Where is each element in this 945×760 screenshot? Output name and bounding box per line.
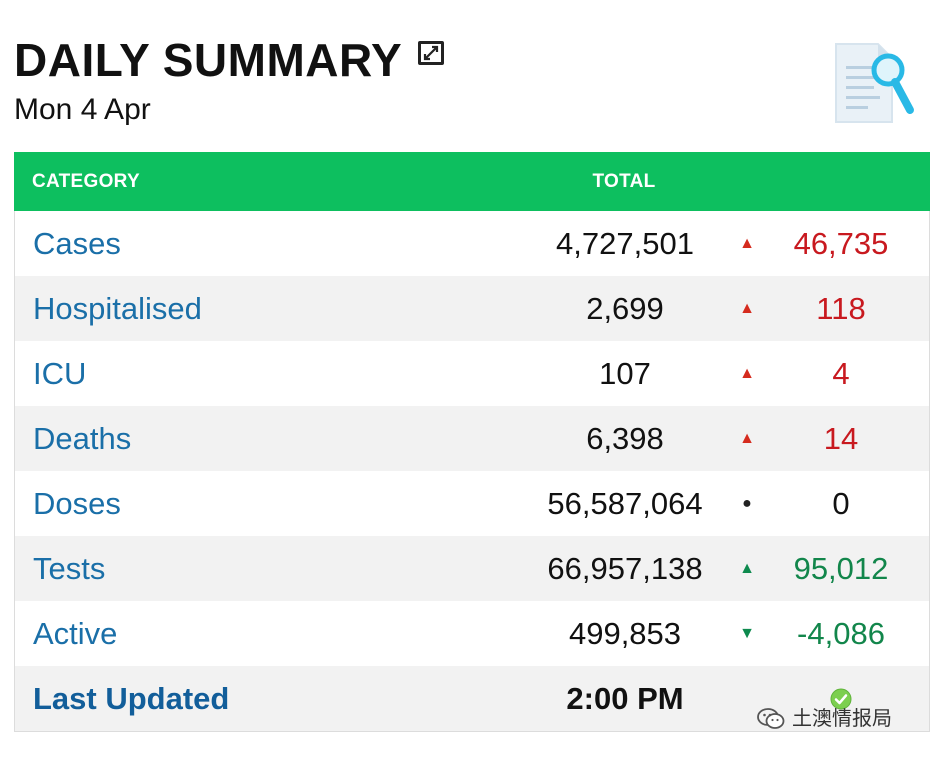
row-total: 107 bbox=[599, 356, 651, 391]
table-row: Tests 66,957,138 ▲ 95,012 bbox=[15, 536, 929, 601]
document-search-icon bbox=[835, 43, 914, 123]
row-label[interactable]: Hospitalised bbox=[33, 291, 202, 326]
last-updated-time: 2:00 PM bbox=[566, 681, 684, 716]
table-row: Cases 4,727,501 ▲ 46,735 bbox=[15, 211, 929, 276]
row-label[interactable]: Deaths bbox=[33, 421, 132, 456]
row-total: 4,727,501 bbox=[556, 226, 694, 261]
summary-table: CATEGORY TOTAL Cases 4,727,501 ▲ 46,735 … bbox=[14, 152, 930, 732]
row-total: 56,587,064 bbox=[547, 486, 703, 521]
wechat-icon bbox=[757, 708, 785, 729]
row-delta: 4 bbox=[832, 356, 850, 391]
triangle-up-icon: ▲ bbox=[739, 560, 755, 577]
row-delta: 0 bbox=[832, 486, 850, 521]
watermark: 土澳情报局 bbox=[756, 706, 892, 732]
check-circle-icon bbox=[830, 688, 852, 710]
expand-icon[interactable] bbox=[418, 41, 444, 65]
row-label[interactable]: ICU bbox=[33, 356, 87, 391]
row-delta: -4,086 bbox=[797, 616, 885, 651]
last-updated-label: Last Updated bbox=[33, 681, 230, 716]
table-row: Deaths 6,398 ▲ 14 bbox=[15, 406, 929, 471]
table-row: Active 499,853 ▼ -4,086 bbox=[15, 601, 929, 666]
triangle-up-icon: ▲ bbox=[739, 235, 755, 252]
table-header: CATEGORY TOTAL bbox=[14, 152, 930, 211]
table-row: Doses 56,587,064 ● 0 bbox=[15, 471, 929, 536]
row-label[interactable]: Cases bbox=[33, 226, 121, 261]
row-delta: 46,735 bbox=[793, 226, 889, 261]
column-header-category: CATEGORY bbox=[32, 171, 140, 192]
triangle-up-icon: ▲ bbox=[739, 300, 755, 317]
row-total: 66,957,138 bbox=[547, 551, 703, 586]
triangle-up-icon: ▲ bbox=[739, 430, 755, 447]
table-row: Hospitalised 2,699 ▲ 118 bbox=[15, 276, 929, 341]
row-label[interactable]: Tests bbox=[33, 551, 106, 586]
row-delta: 14 bbox=[823, 421, 859, 456]
row-delta: 118 bbox=[816, 291, 866, 326]
row-total: 6,398 bbox=[586, 421, 664, 456]
row-label[interactable]: Active bbox=[33, 616, 118, 651]
summary-date: Mon 4 Apr bbox=[14, 93, 151, 126]
triangle-down-icon: ▼ bbox=[739, 625, 755, 642]
column-header-total: TOTAL bbox=[592, 171, 656, 192]
row-label[interactable]: Doses bbox=[33, 486, 121, 521]
dot-icon: ● bbox=[742, 495, 752, 512]
row-total: 499,853 bbox=[568, 616, 682, 651]
table-row: ICU 107 ▲ 4 bbox=[15, 341, 929, 406]
page-title: DAILY SUMMARY bbox=[14, 34, 403, 86]
triangle-up-icon: ▲ bbox=[739, 365, 755, 382]
row-delta: 95,012 bbox=[793, 551, 889, 586]
row-total: 2,699 bbox=[586, 291, 664, 326]
watermark-text: 土澳情报局 bbox=[792, 708, 892, 730]
